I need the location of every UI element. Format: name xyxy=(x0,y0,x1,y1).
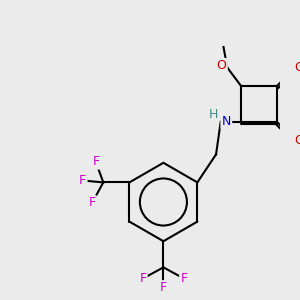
Text: O: O xyxy=(294,134,300,147)
Text: O: O xyxy=(217,59,226,72)
Text: F: F xyxy=(88,196,96,209)
Text: N: N xyxy=(222,115,231,128)
Text: F: F xyxy=(139,272,146,285)
Text: F: F xyxy=(92,155,99,168)
Text: F: F xyxy=(79,174,86,187)
Text: H: H xyxy=(208,108,218,121)
Text: O: O xyxy=(294,61,300,74)
Text: F: F xyxy=(180,272,188,285)
Text: F: F xyxy=(160,281,167,294)
